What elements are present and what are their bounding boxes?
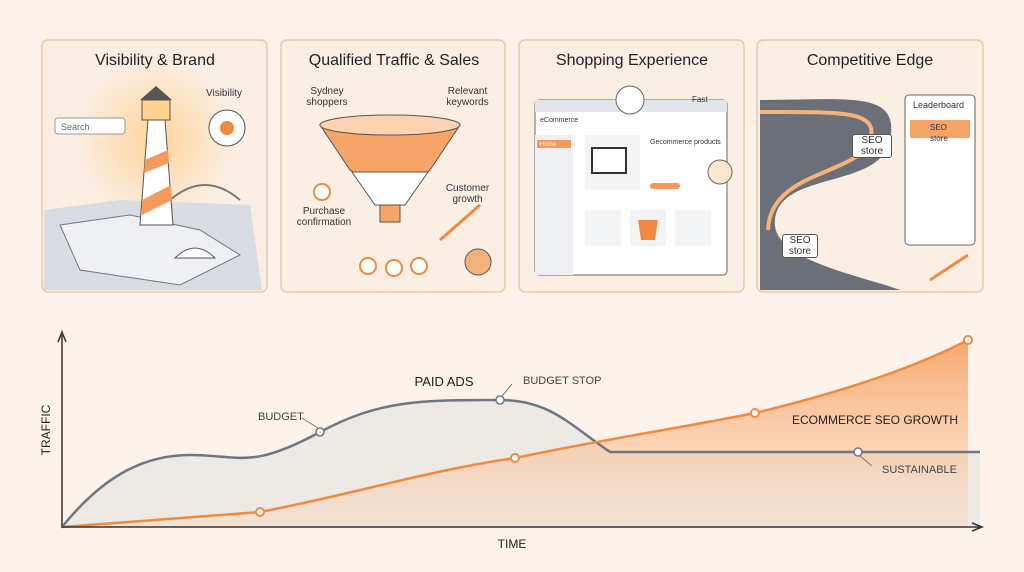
paid-ads-label: PAID ADS xyxy=(414,374,473,389)
label: SEO store xyxy=(930,123,948,143)
label: Purchase confirmation xyxy=(296,206,352,228)
label: Sydney shoppers xyxy=(306,86,348,108)
label: Leaderboard xyxy=(913,100,965,110)
label: Fast xyxy=(692,95,708,104)
budget-label: BUDGET xyxy=(258,411,304,423)
seo-store-sign: SEO store xyxy=(852,134,892,158)
label: Relevant keywords xyxy=(446,86,489,108)
seo-growth-label: ECOMMERCE SEO GROWTH xyxy=(792,413,958,427)
label: Gecommerce products xyxy=(650,139,721,146)
panel-title: Shopping Experience xyxy=(555,52,709,69)
label: Visibility xyxy=(206,88,242,99)
budget-stop-label: BUDGET STOP xyxy=(523,375,601,387)
label: Customer growth xyxy=(445,183,490,205)
lighthouse-scene xyxy=(44,60,262,290)
panel-title: Competitive Edge xyxy=(806,52,934,69)
sustainable-label: SUSTAINABLE xyxy=(882,464,957,476)
traffic-diagram: TRAFFIC TIME PAID ADS BUDGET BUDGET STOP… xyxy=(39,329,985,551)
nav-item: Home xyxy=(540,142,557,148)
x-axis-label: TIME xyxy=(498,537,527,551)
funnel-scene xyxy=(313,114,492,277)
y-axis-label: TRAFFIC xyxy=(39,404,53,455)
search-box: Search xyxy=(61,122,90,132)
panel-title: Visibility & Brand xyxy=(95,52,215,69)
panel-title: Qualified Traffic & Sales xyxy=(308,52,480,69)
seo-store-sign: SEO store xyxy=(782,234,818,258)
label: eCommerce xyxy=(540,117,579,124)
browser-scene xyxy=(534,85,733,276)
